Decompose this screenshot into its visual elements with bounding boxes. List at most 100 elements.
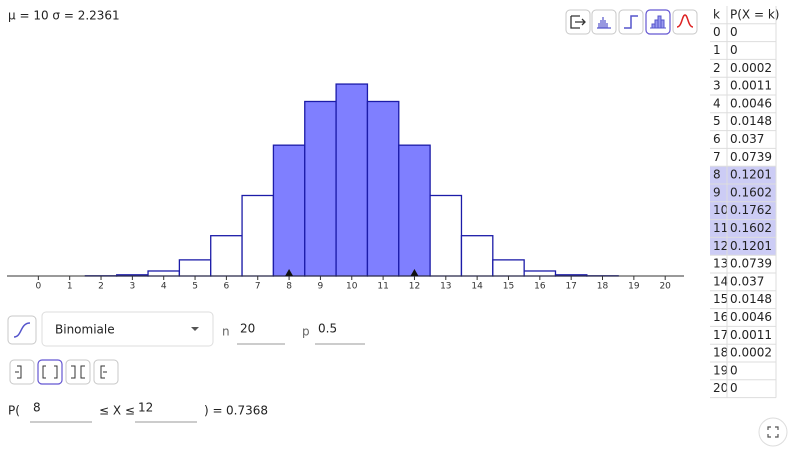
right-sided-icon xyxy=(100,365,107,379)
table-prob: 0.0148 xyxy=(730,114,772,128)
bar xyxy=(398,144,431,277)
table-header: P(X = k) xyxy=(730,7,779,21)
x-tick-label: 9 xyxy=(318,282,324,292)
table-k: 20 xyxy=(713,381,728,395)
bar-chart-icon xyxy=(597,17,611,29)
x-tick-label: 8 xyxy=(286,282,292,292)
interval-marker xyxy=(410,269,419,276)
table-k: 0 xyxy=(713,25,721,39)
x-tick-label: 10 xyxy=(346,282,358,292)
table-prob: 0.0002 xyxy=(730,61,772,75)
step-icon xyxy=(624,15,638,29)
x-tick-label: 5 xyxy=(192,282,198,292)
table-prob: 0.0148 xyxy=(730,292,772,306)
cumulative-icon xyxy=(13,322,31,338)
table-header: k xyxy=(713,7,720,21)
table-k: 17 xyxy=(713,328,728,342)
bar xyxy=(304,100,337,277)
x-tick-label: 1 xyxy=(67,282,73,292)
x-tick-label: 3 xyxy=(130,282,136,292)
bar-chart-button[interactable] xyxy=(591,9,617,35)
x-tick-label: 11 xyxy=(377,282,388,292)
x-tick-label: 4 xyxy=(161,282,167,292)
table-prob: 0.0739 xyxy=(730,257,772,271)
bar xyxy=(523,270,557,277)
fullscreen-icon xyxy=(767,426,779,438)
bar xyxy=(366,100,400,277)
x-tick-label: 6 xyxy=(224,282,230,292)
x-tick-label: 18 xyxy=(597,282,609,292)
table-prob: 0.0739 xyxy=(730,150,772,164)
table-prob: 0.1201 xyxy=(730,168,772,182)
chart: 0 1 2 3 4 5 6 7 8 9 10 11 12 13 14 15 16 17 18 19 20 xyxy=(7,83,684,292)
table-prob: 0.1201 xyxy=(730,239,772,253)
x-tick-label: 15 xyxy=(503,282,514,292)
probability-middle: ≤ X ≤ xyxy=(99,404,135,418)
x-tick-label: 13 xyxy=(440,282,451,292)
normal-curve-icon xyxy=(676,14,694,28)
bar xyxy=(460,235,494,277)
bar xyxy=(492,259,525,277)
table-k: 1 xyxy=(713,43,721,57)
table-prob: 0.0046 xyxy=(730,96,772,110)
bar xyxy=(210,235,243,277)
export-icon xyxy=(570,15,586,29)
table-prob: 0.1602 xyxy=(730,221,772,235)
table-k: 13 xyxy=(713,257,728,271)
table-k: 3 xyxy=(713,79,721,93)
interval-buttons xyxy=(9,359,119,385)
table-k: 2 xyxy=(713,61,721,75)
table-prob: 0 xyxy=(730,25,738,39)
x-tick-label: 0 xyxy=(35,282,41,292)
bar xyxy=(429,194,463,277)
upper-input[interactable]: 12 xyxy=(138,401,153,415)
table-k: 10 xyxy=(713,203,728,217)
bar xyxy=(241,194,275,277)
histogram-icon xyxy=(650,15,666,29)
distribution-dropdown[interactable] xyxy=(41,311,214,347)
x-tick-label: 20 xyxy=(659,282,671,292)
normal-curve-button[interactable] xyxy=(672,9,698,35)
table-prob: 0.1602 xyxy=(730,185,772,199)
table-k: 11 xyxy=(713,221,728,235)
table-k: 4 xyxy=(713,96,721,110)
table-k: 5 xyxy=(713,114,721,128)
table-k: 18 xyxy=(713,346,728,360)
two-tailed-button[interactable] xyxy=(65,359,91,385)
x-tick-label: 19 xyxy=(628,282,640,292)
table-prob: 0.0046 xyxy=(730,310,772,324)
interval-button[interactable] xyxy=(37,359,63,385)
table-prob: 0 xyxy=(730,43,738,57)
n-input[interactable]: 20 xyxy=(240,322,255,336)
table-k: 15 xyxy=(713,292,728,306)
table-k: 12 xyxy=(713,239,728,253)
probability-prefix: P( xyxy=(8,404,20,418)
table-prob: 0 xyxy=(730,363,738,377)
table-k: 16 xyxy=(713,310,728,324)
table-prob: 0.037 xyxy=(730,274,764,288)
table-k: 14 xyxy=(713,274,728,288)
x-tick-label: 2 xyxy=(98,282,104,292)
table-k: 6 xyxy=(713,132,721,146)
toolbar xyxy=(565,9,698,35)
left-sided-button[interactable] xyxy=(9,359,35,385)
dropdown-arrow xyxy=(191,327,199,331)
probability-result: 0.7368 xyxy=(226,404,268,418)
x-tick-label: 7 xyxy=(255,282,261,292)
left-sided-icon xyxy=(15,365,22,379)
distribution-name: Binomiale xyxy=(55,323,115,337)
p-input[interactable]: 0.5 xyxy=(318,322,337,336)
table-k: 9 xyxy=(713,185,721,199)
lower-input[interactable]: 8 xyxy=(33,401,41,415)
table-prob: 0.037 xyxy=(730,132,764,146)
fullscreen-button[interactable] xyxy=(758,417,788,447)
interval-icon xyxy=(42,365,58,379)
x-tick-label: 12 xyxy=(409,282,420,292)
x-tick-label: 14 xyxy=(471,282,483,292)
table-prob: 0.1762 xyxy=(730,203,772,217)
table-k: 7 xyxy=(713,150,721,164)
table-prob: 0.0011 xyxy=(730,328,772,342)
bar xyxy=(272,144,306,277)
table-prob: 0.0011 xyxy=(730,79,772,93)
